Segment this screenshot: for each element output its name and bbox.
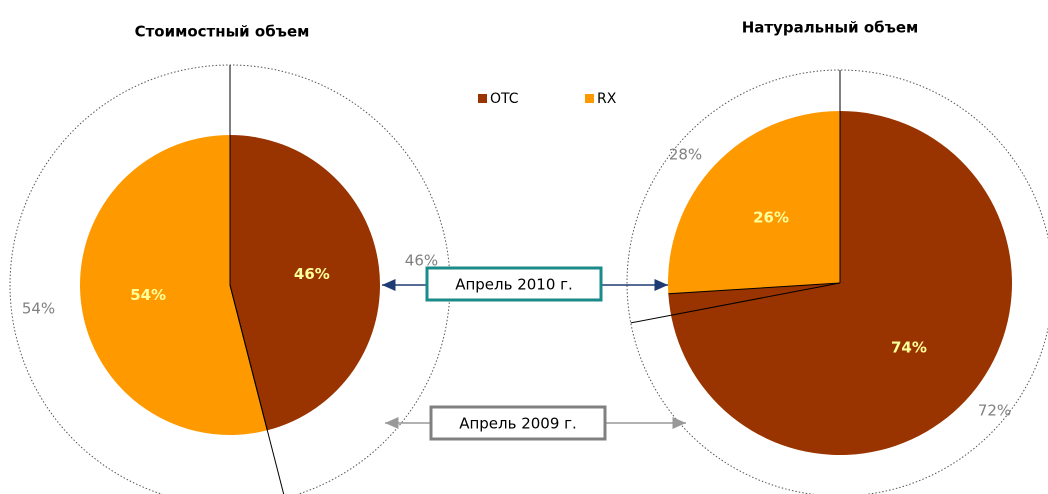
legend-label: OTC: [490, 91, 519, 107]
ring-boundary: [229, 284, 285, 494]
pie-slice: [668, 111, 840, 294]
legend-label: RX: [597, 91, 617, 107]
slice-label: 54%: [130, 286, 166, 304]
chart-title: Натуральный объем: [742, 19, 919, 37]
legend: OTC RX: [478, 91, 617, 107]
legend-swatch: [585, 94, 594, 103]
outer-label: 54%: [22, 300, 55, 318]
legend-swatch: [478, 94, 487, 103]
label-2009: Апрель 2009 г.: [459, 415, 577, 433]
chart-title: Стоимостный объем: [135, 23, 310, 41]
slice-edge: [668, 282, 841, 295]
slice-label: 74%: [891, 338, 927, 356]
outer-label: 28%: [669, 146, 702, 164]
outer-label: 46%: [405, 251, 438, 269]
pies: Стоимостный объем 46% 54% 46% 54% Натуральный…: [9, 19, 1048, 494]
slice-label: 26%: [753, 209, 789, 227]
slice-label: 46%: [294, 265, 330, 283]
pie-slice: [230, 135, 380, 431]
pie-slice: [79, 135, 268, 435]
box-2010: [425, 266, 603, 302]
ring-boundary: [630, 282, 841, 324]
label-2010: Апрель 2010 г.: [455, 276, 573, 294]
box-2009: [429, 405, 607, 441]
outer-label: 72%: [978, 401, 1011, 419]
